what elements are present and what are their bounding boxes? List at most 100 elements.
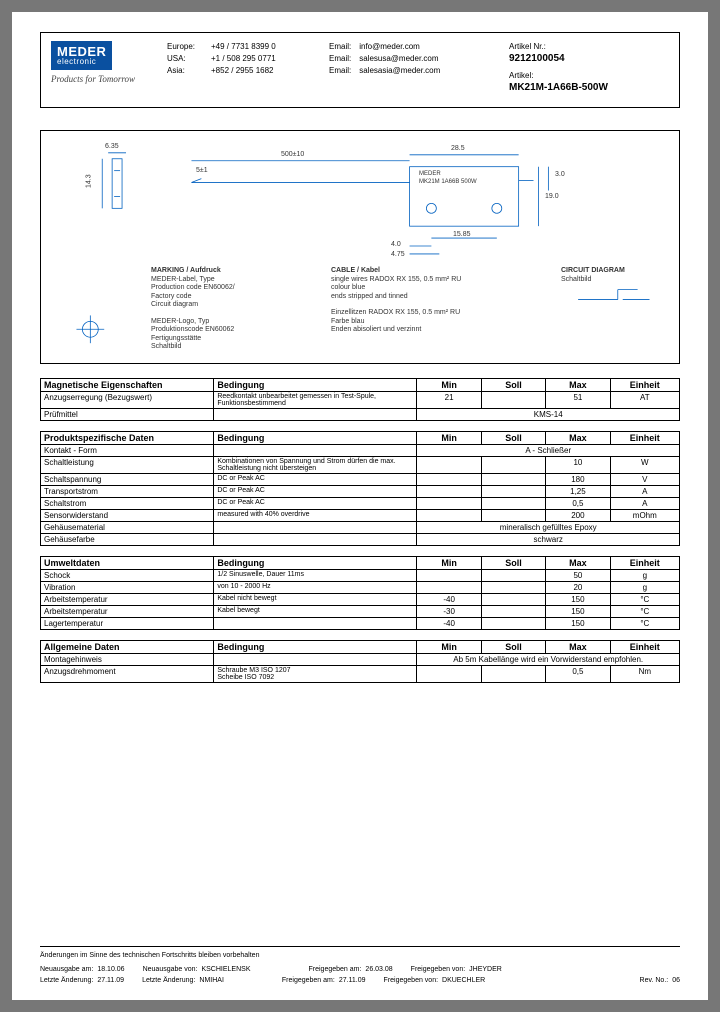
table-row: Vibrationvon 10 - 2000 Hz20g: [41, 582, 680, 594]
table-row: SchaltspannungDC or Peak AC180V: [41, 474, 680, 486]
circuit-block: CIRCUIT DIAGRAM Schaltbild: [561, 267, 625, 284]
article-nr-label: Artikel Nr.:: [509, 41, 669, 52]
col-max: Max: [546, 641, 610, 654]
contact-email: info@meder.com: [359, 41, 420, 53]
row-cond: DC or Peak AC: [214, 486, 417, 498]
row-max: 1,25: [546, 486, 610, 498]
row-min: [417, 666, 481, 683]
table-row: Lagertemperatur-40150°C: [41, 618, 680, 630]
row-max: 180: [546, 474, 610, 486]
row-max: 51: [546, 392, 610, 409]
row-cond: [214, 445, 417, 457]
footer-row: Letzte Änderung: 27.11.09 Letzte Änderun…: [40, 976, 680, 987]
datasheet-page: MEDER electronic Products for Tomorrow E…: [12, 12, 708, 1000]
row-soll: [481, 582, 545, 594]
marking-line: Circuit diagram: [151, 301, 198, 308]
dim-label: 15.85: [453, 231, 471, 239]
table-title: Magnetische Eigenschaften: [41, 379, 214, 392]
dim-label: 19.0: [545, 193, 559, 201]
brand-tagline: Products for Tomorrow: [51, 74, 135, 84]
contact-phone: +49 / 7731 8399 0: [211, 41, 321, 53]
row-cond: Kombinationen von Spannung und Strom dür…: [214, 457, 417, 474]
spec-tables: Magnetische EigenschaftenBedingungMinSol…: [40, 378, 680, 683]
table-row: SchaltleistungKombinationen von Spannung…: [41, 457, 680, 474]
f-lbl: Freigegeben am:: [282, 976, 335, 987]
dim-label: 6.35: [105, 143, 119, 151]
contact-region: Asia:: [167, 65, 203, 77]
marking-line: Schaltbild: [151, 343, 181, 350]
part-label: MK21M 1A66B 500W: [419, 179, 477, 186]
row-soll: [481, 486, 545, 498]
row-cond: DC or Peak AC: [214, 474, 417, 486]
row-span: schwarz: [417, 534, 680, 546]
article-column: Artikel Nr.: 9212100054 Artikel: MK21M-1…: [509, 41, 669, 99]
f-lbl: Neuausgabe am:: [40, 965, 93, 976]
contact-row: Asia: +852 / 2955 1682 Email: salesasia@…: [167, 65, 497, 77]
row-label: Arbeitstemperatur: [41, 594, 214, 606]
row-max: 50: [546, 570, 610, 582]
contact-email: salesasia@meder.com: [359, 65, 440, 77]
cable-line: colour blue: [331, 284, 365, 291]
row-cond: 1/2 Sinuswelle, Dauer 11ms: [214, 570, 417, 582]
f-val: 27.11.09: [97, 976, 124, 987]
contacts-column: Europe: +49 / 7731 8399 0 Email: info@me…: [167, 41, 497, 99]
col-cond: Bedingung: [214, 557, 417, 570]
row-span: KMS-14: [417, 409, 680, 421]
row-soll: [481, 510, 545, 522]
row-unit: A: [610, 486, 679, 498]
row-max: 150: [546, 618, 610, 630]
f-val: 26.03.08: [365, 965, 392, 976]
contact-phone: +852 / 2955 1682: [211, 65, 321, 77]
dim-label: 3.0: [555, 171, 565, 179]
row-max: 150: [546, 606, 610, 618]
row-label: Anzugsdrehmoment: [41, 666, 214, 683]
row-label: Schaltstrom: [41, 498, 214, 510]
row-min: [417, 457, 481, 474]
dim-label: 28.5: [451, 145, 465, 153]
col-cond: Bedingung: [214, 432, 417, 445]
row-soll: [481, 392, 545, 409]
row-label: Montagehinweis: [41, 654, 214, 666]
row-label: Vibration: [41, 582, 214, 594]
footer-note: Änderungen im Sinne des technischen Fort…: [40, 951, 680, 962]
row-max: 0,5: [546, 498, 610, 510]
row-min: [417, 486, 481, 498]
col-max: Max: [546, 557, 610, 570]
f-lbl: Rev. No.:: [640, 976, 669, 987]
cable-line: Einzellitzen RADOX RX 155, 0.5 mm² RU: [331, 309, 460, 316]
row-max: 200: [546, 510, 610, 522]
row-min: -30: [417, 606, 481, 618]
row-unit: AT: [610, 392, 679, 409]
brand-column: MEDER electronic Products for Tomorrow: [51, 41, 155, 99]
marking-line: Produktionscode EN60062: [151, 326, 234, 333]
dim-label: 500±10: [281, 151, 304, 159]
row-span: A - Schließer: [417, 445, 680, 457]
row-cond: Reedkontakt unbearbeitet gemessen in Tes…: [214, 392, 417, 409]
row-max: 0,5: [546, 666, 610, 683]
row-soll: [481, 594, 545, 606]
table-row: Sensorwiderstandmeasured with 40% overdr…: [41, 510, 680, 522]
f-val: JHEYDER: [469, 965, 502, 976]
table-row: Kontakt - FormA - Schließer: [41, 445, 680, 457]
row-min: [417, 474, 481, 486]
col-unit: Einheit: [610, 432, 679, 445]
spec-table-env: UmweltdatenBedingungMinSollMaxEinheitSch…: [40, 556, 680, 630]
row-label: Gehäusematerial: [41, 522, 214, 534]
row-soll: [481, 606, 545, 618]
row-unit: Nm: [610, 666, 679, 683]
row-cond: [214, 618, 417, 630]
row-cond: [214, 409, 417, 421]
row-unit: mOhm: [610, 510, 679, 522]
col-min: Min: [417, 641, 481, 654]
col-soll: Soll: [481, 432, 545, 445]
cable-line: Enden abisoliert und verzinnt: [331, 326, 421, 333]
marking-line: Fertigungsstätte: [151, 335, 201, 342]
col-soll: Soll: [481, 641, 545, 654]
table-row: ArbeitstemperaturKabel bewegt-30150°C: [41, 606, 680, 618]
contact-email: salesusa@meder.com: [359, 53, 438, 65]
row-label: Sensorwiderstand: [41, 510, 214, 522]
f-val: NMIHAI: [199, 976, 224, 987]
contact-email-lbl: Email:: [329, 65, 351, 77]
marking-title: MARKING / Aufdruck: [151, 267, 221, 274]
contact-region: USA:: [167, 53, 203, 65]
